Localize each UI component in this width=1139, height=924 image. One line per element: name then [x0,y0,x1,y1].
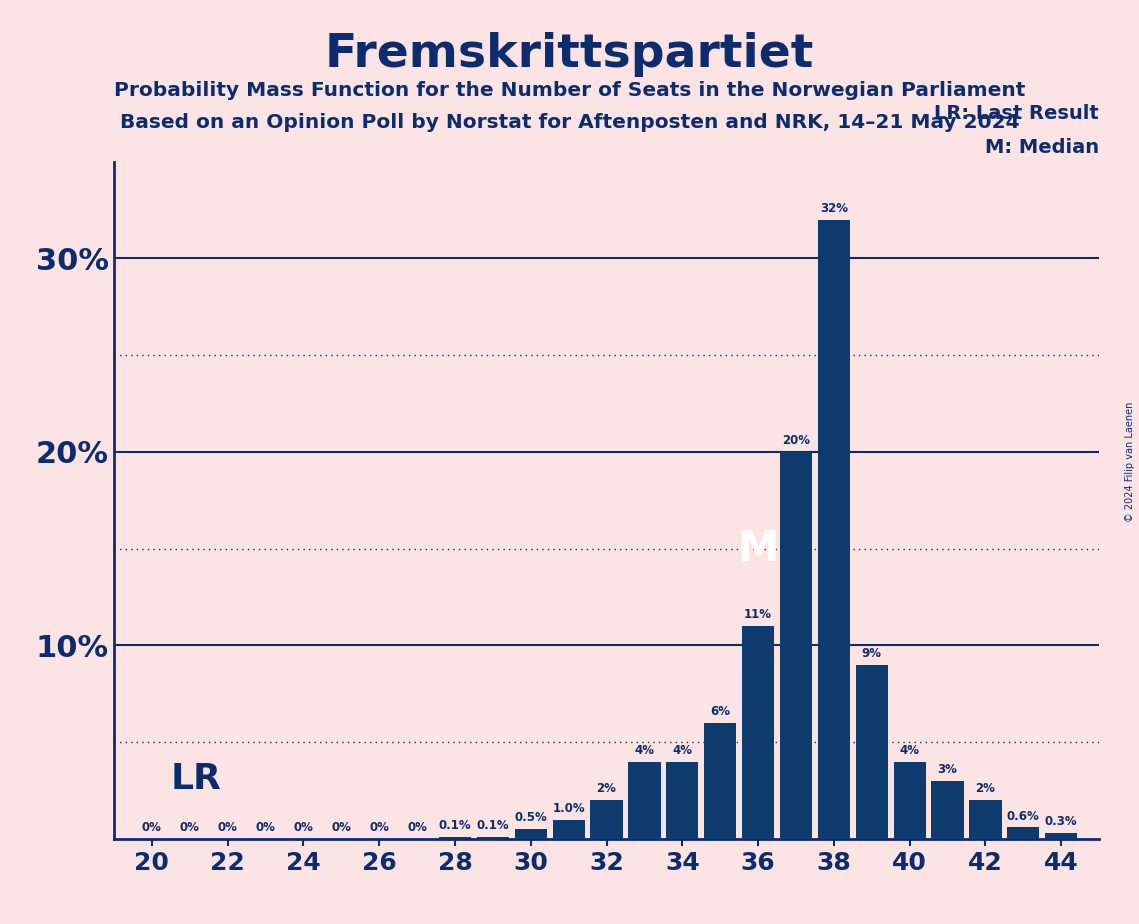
Text: 0%: 0% [294,821,313,834]
Text: 2%: 2% [597,783,616,796]
Bar [855,665,888,839]
Text: 3%: 3% [937,763,958,776]
Bar [439,837,472,839]
Bar [894,761,926,839]
Text: 0%: 0% [142,821,162,834]
Text: 0%: 0% [255,821,276,834]
Bar [515,830,547,839]
Text: 0.3%: 0.3% [1044,815,1077,828]
Text: 6%: 6% [711,705,730,718]
Bar [741,626,775,839]
Bar [629,761,661,839]
Text: 9%: 9% [862,647,882,660]
Text: 4%: 4% [672,744,693,757]
Bar [780,452,812,839]
Text: 0%: 0% [407,821,427,834]
Text: 20%: 20% [782,434,810,447]
Text: 0%: 0% [369,821,390,834]
Bar [666,761,698,839]
Text: 32%: 32% [820,202,847,215]
Bar [704,723,736,839]
Text: Fremskrittspartiet: Fremskrittspartiet [325,32,814,78]
Bar [590,800,623,839]
Text: 0%: 0% [218,821,238,834]
Text: 0.5%: 0.5% [515,811,547,824]
Text: M: Median: M: Median [985,138,1099,157]
Text: 4%: 4% [900,744,919,757]
Text: 0%: 0% [331,821,351,834]
Text: © 2024 Filip van Laenen: © 2024 Filip van Laenen [1125,402,1134,522]
Bar [932,781,964,839]
Text: 11%: 11% [744,608,772,621]
Bar [1007,827,1040,839]
Bar [477,837,509,839]
Text: Probability Mass Function for the Number of Seats in the Norwegian Parliament: Probability Mass Function for the Number… [114,81,1025,101]
Text: 0.1%: 0.1% [439,820,472,833]
Text: LR: LR [171,762,222,796]
Text: 0%: 0% [180,821,199,834]
Text: M: M [737,528,779,570]
Bar [818,220,850,839]
Text: 2%: 2% [975,783,995,796]
Bar [969,800,1001,839]
Text: 4%: 4% [634,744,655,757]
Text: 0.6%: 0.6% [1007,809,1040,822]
Text: LR: Last Result: LR: Last Result [934,104,1099,123]
Bar [552,820,584,839]
Bar [1046,833,1077,839]
Text: 1.0%: 1.0% [552,802,585,815]
Text: Based on an Opinion Poll by Norstat for Aftenposten and NRK, 14–21 May 2024: Based on an Opinion Poll by Norstat for … [120,113,1019,132]
Text: 0.1%: 0.1% [476,820,509,833]
